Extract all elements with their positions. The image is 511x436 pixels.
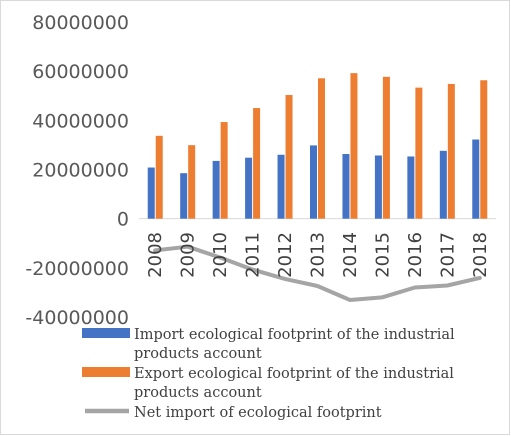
bars [147, 73, 488, 219]
x-axis-tick-labels: 2008 2009 2010 2011 2012 2013 2014 2015 2016 2017… [145, 232, 491, 278]
net-import-series-line [153, 244, 482, 302]
y-tick-label: -20000000 [25, 258, 129, 280]
x-tick-label: 2011 [243, 232, 264, 278]
y-axis-tick-labels: 80000000 60000000 40000000 20000000 0 -200000… [25, 12, 129, 329]
export-bar [155, 135, 163, 219]
import-bar [245, 157, 253, 219]
x-tick-label: 2012 [275, 232, 296, 278]
export-bar [350, 73, 358, 219]
x-tick-label: 2009 [178, 232, 199, 278]
export-bar [220, 122, 228, 219]
export-bar [382, 76, 390, 219]
x-tick-label: 2017 [437, 232, 458, 278]
legend: Import ecological footprint of the indus… [82, 327, 455, 421]
import-bar [439, 150, 447, 219]
export-bar [447, 83, 455, 219]
export-bar [415, 87, 423, 219]
import-bar [472, 139, 480, 219]
legend-label-line: Export ecological footprint of the indus… [134, 366, 454, 382]
y-tick-label: 80000000 [32, 12, 129, 34]
export-bar [188, 145, 196, 219]
x-tick-label: 2015 [372, 232, 393, 278]
x-tick-label: 2018 [470, 232, 491, 278]
x-tick-label: 2014 [340, 232, 361, 278]
import-bar [310, 145, 317, 219]
import-bar [374, 155, 382, 219]
y-tick-label: -40000000 [25, 307, 129, 329]
import-bar [147, 167, 155, 219]
legend-label-line: Import ecological footprint of the indus… [134, 327, 455, 343]
legend-label-line: Net import of ecological footprint [134, 405, 382, 421]
legend-swatch-export [82, 367, 130, 377]
x-tick-label: 2010 [210, 232, 231, 278]
legend-label: Net import of ecological footprint [134, 405, 382, 421]
x-tick-label: 2008 [145, 232, 166, 278]
legend-swatch-import [82, 328, 130, 338]
net-import-line [153, 244, 482, 302]
legend-label-line: products account [134, 346, 262, 362]
y-tick-label: 60000000 [32, 61, 129, 83]
legend-label-line: products account [134, 385, 262, 401]
import-bar [342, 154, 350, 219]
import-bar [180, 173, 188, 219]
y-tick-label: 0 [117, 209, 129, 231]
y-tick-label: 40000000 [32, 110, 129, 132]
export-bar [253, 108, 261, 219]
import-bar [212, 160, 220, 219]
y-tick-label: 20000000 [32, 160, 129, 182]
import-bar [277, 154, 285, 219]
legend-label: Import ecological footprint of the indus… [134, 327, 455, 362]
export-bar [318, 78, 325, 219]
import-bar [407, 156, 415, 219]
export-bar [480, 80, 488, 219]
x-tick-label: 2013 [308, 232, 329, 278]
x-tick-label: 2016 [405, 232, 426, 278]
export-bar [285, 95, 293, 219]
legend-label: Export ecological footprint of the indus… [134, 366, 454, 401]
